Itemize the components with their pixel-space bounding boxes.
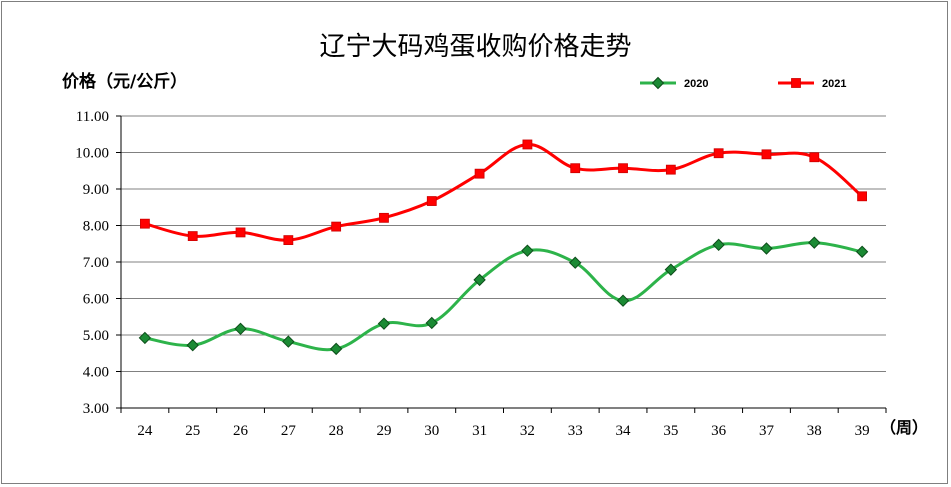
x-tick-label: 34: [616, 423, 632, 439]
legend-label-2020: 2020: [684, 78, 708, 90]
data-point-2021: [618, 163, 628, 174]
x-tick-label: 39: [855, 423, 870, 439]
x-tick-label: 26: [233, 423, 249, 439]
series-2020: [138, 236, 869, 356]
data-point-2021: [522, 139, 533, 150]
x-tick-labels: 24 25 26 27 28 29 30 31 32 33 34 35 36 37 38 39: [137, 423, 869, 439]
data-point-2020: [760, 242, 773, 255]
y-tick-label: 7.00: [83, 255, 109, 271]
data-point-2021: [331, 221, 342, 232]
y-axis-label: 价格（元/公斤）: [62, 72, 188, 92]
y-tick-label: 5.00: [83, 328, 109, 344]
data-point-2021: [570, 163, 581, 174]
y-tick-label: 9.00: [83, 182, 109, 198]
data-point-2021: [426, 196, 437, 206]
x-tick-label: 32: [520, 423, 535, 439]
data-point-2020: [377, 317, 391, 330]
data-point-2021: [379, 212, 389, 223]
data-point-2021: [474, 168, 485, 179]
x-tick-label: 24: [137, 423, 153, 439]
series-line-2020: [144, 241, 863, 352]
series-lines: [138, 139, 869, 356]
legend-marker-2020: [651, 76, 665, 90]
y-tick-label: 11.00: [76, 109, 109, 125]
data-point-2020: [808, 236, 821, 249]
x-axis-unit: （周）: [880, 418, 928, 437]
legend-label-2021: 2021: [822, 78, 846, 90]
data-point-2021: [235, 227, 246, 238]
legend-marker-2021: [791, 78, 801, 88]
data-point-2020: [282, 335, 295, 348]
x-tick-label: 29: [376, 423, 391, 439]
data-point-2020: [234, 322, 247, 336]
legend: 2020 2021: [640, 76, 846, 90]
series-2021: [140, 139, 867, 246]
x-tick-label: 38: [807, 423, 822, 439]
x-tick-label: 30: [424, 423, 439, 439]
y-tick-labels: 3.00 4.00 5.00 6.00 7.00 8.00 9.00 10.00 11.00: [75, 109, 109, 417]
x-tick-label: 33: [568, 423, 583, 439]
x-tick-label: 28: [329, 423, 344, 439]
data-point-2021: [187, 231, 198, 241]
data-point-2020: [186, 339, 199, 352]
axes: [116, 115, 887, 413]
data-point-2021: [713, 148, 724, 159]
series-line-2021: [144, 142, 864, 242]
data-point-2020: [569, 256, 582, 269]
x-tick-label: 37: [759, 423, 775, 439]
data-point-2020: [712, 238, 725, 252]
y-tick-label: 4.00: [83, 365, 109, 381]
x-tick-label: 36: [711, 423, 727, 439]
x-tick-label: 35: [663, 423, 678, 439]
data-point-2021: [665, 164, 676, 175]
chart-title: 辽宁大码鸡蛋收购价格走势: [319, 32, 632, 62]
x-tick-label: 31: [472, 423, 487, 439]
data-point-2020: [616, 294, 630, 307]
y-tick-label: 10.00: [75, 146, 109, 162]
data-point-2021: [857, 191, 867, 202]
data-point-2021: [283, 235, 294, 246]
data-point-2021: [761, 149, 772, 160]
data-point-2020: [855, 245, 869, 258]
data-point-2020: [473, 273, 486, 287]
data-point-2020: [521, 244, 534, 257]
data-point-2021: [809, 152, 820, 163]
y-tick-label: 3.00: [83, 401, 109, 417]
data-point-2021: [140, 218, 150, 229]
y-tick-label: 8.00: [83, 219, 109, 235]
data-point-2020: [425, 316, 438, 330]
data-point-2020: [138, 331, 152, 345]
y-tick-label: 6.00: [83, 292, 109, 308]
x-tick-label: 25: [185, 423, 200, 439]
data-point-2020: [329, 342, 343, 356]
data-point-2020: [664, 263, 678, 276]
x-tick-label: 27: [281, 423, 297, 439]
